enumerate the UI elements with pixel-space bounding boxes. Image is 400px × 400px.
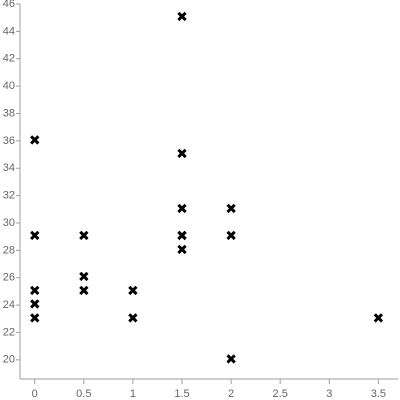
data-point: ✖: [127, 311, 139, 327]
data-point: ✖: [78, 229, 90, 245]
data-point: ✖: [78, 270, 90, 286]
data-point: ✖: [29, 283, 41, 299]
data-point: ✖: [225, 352, 237, 368]
x-tick-label: 3: [326, 388, 332, 400]
data-point: ✖: [176, 147, 188, 163]
y-tick-label: 26: [3, 272, 15, 284]
x-tick-label: 0.5: [76, 388, 91, 400]
y-tick-label: 22: [3, 326, 15, 338]
data-point: ✖: [78, 283, 90, 299]
data-point: ✖: [225, 229, 237, 245]
data-points: ✖✖✖✖✖✖✖✖ ✖✖✖✖✖✖✖✖✖✖✖✖: [29, 10, 384, 368]
x-tick-label: 0: [32, 388, 38, 400]
y-tick-label: 38: [3, 107, 15, 119]
y-tick-label: 32: [3, 190, 15, 202]
y-tick-label: 34: [3, 162, 15, 174]
x-tick-label: 1: [130, 388, 136, 400]
y-tick-label: 20: [3, 354, 15, 366]
x-axis: 0 0.5 1 1.5 2 2.5 3 3.5: [20, 378, 398, 400]
y-tick-label: 28: [3, 244, 15, 256]
y-tick-label: 24: [3, 299, 15, 311]
x-tick-label: 1.5: [174, 388, 189, 400]
data-point: ✖: [29, 297, 41, 313]
data-point: ✖: [176, 10, 188, 26]
data-point: ✖: [29, 229, 41, 245]
data-point: ✖: [176, 242, 188, 258]
x-tick-label: 3.5: [371, 388, 386, 400]
data-point: ✖: [176, 229, 188, 245]
y-tick-label: 30: [3, 217, 15, 229]
y-tick-label: 44: [3, 25, 15, 37]
data-point: ✖: [127, 283, 139, 299]
y-axis: 20 22 24 26 28 30 32 34 36 38 40 42 44 46: [3, 0, 21, 379]
data-point: ✖: [29, 133, 41, 149]
data-point: ✖: [29, 311, 41, 327]
x-tick-label: 2: [228, 388, 234, 400]
x-tick-label: 2.5: [273, 388, 288, 400]
data-point: ✖: [372, 311, 384, 327]
data-point: ✖: [176, 229, 188, 245]
y-tick-label: 42: [3, 53, 15, 65]
y-tick-label: 36: [3, 135, 15, 147]
y-tick-label: 40: [3, 80, 15, 92]
y-tick-label: 46: [3, 0, 15, 10]
data-point: ✖: [176, 201, 188, 217]
data-point: ✖: [225, 201, 237, 217]
